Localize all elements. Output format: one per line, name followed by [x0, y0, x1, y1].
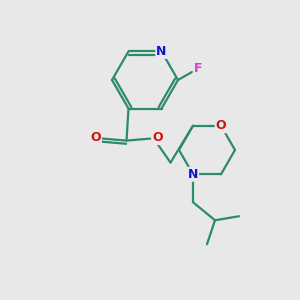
- Text: O: O: [216, 119, 226, 132]
- Text: O: O: [152, 131, 163, 144]
- Text: N: N: [188, 168, 198, 181]
- Text: F: F: [194, 62, 202, 76]
- Text: O: O: [90, 131, 101, 144]
- Text: N: N: [156, 45, 167, 58]
